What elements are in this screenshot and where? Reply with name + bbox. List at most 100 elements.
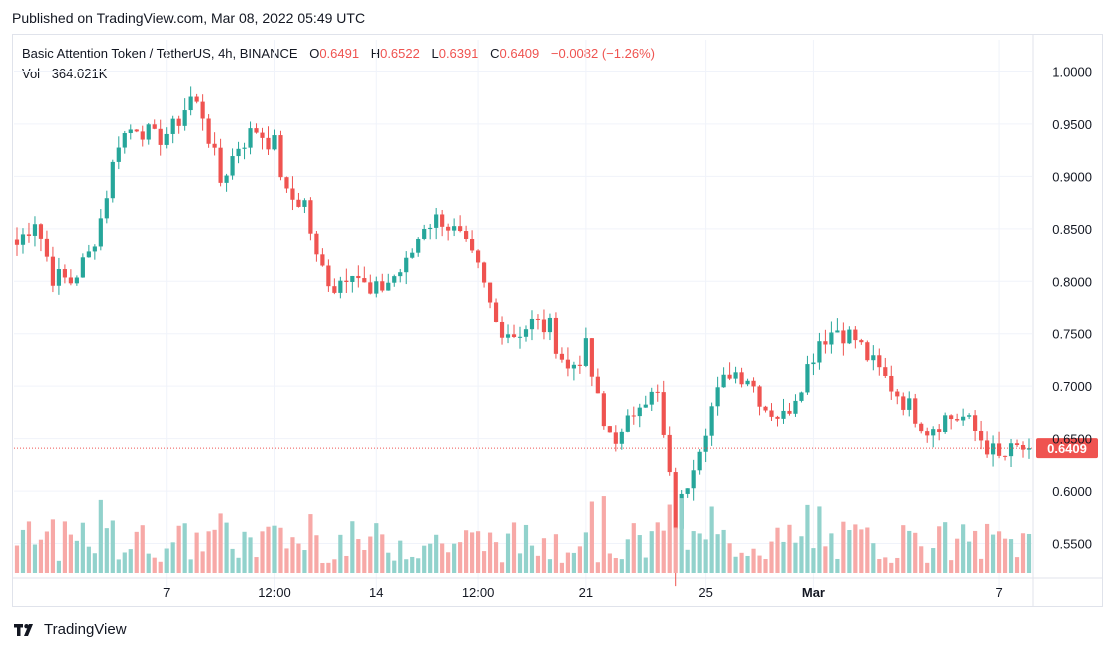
candle-body: [811, 362, 816, 365]
volume-bar: [464, 530, 469, 573]
volume-bar: [649, 531, 654, 573]
x-tick-label: 14: [369, 585, 383, 600]
volume-bar: [787, 524, 792, 573]
volume-bar: [889, 562, 894, 573]
candle-body: [595, 376, 600, 394]
candle-body: [919, 423, 924, 432]
candle-body: [74, 277, 79, 284]
volume-bar: [505, 533, 511, 573]
candle-body: [422, 229, 427, 239]
volume-bar: [308, 514, 313, 573]
volume-bar: [931, 548, 936, 573]
tradingview-brand[interactable]: TradingView: [14, 621, 127, 638]
volume-bar: [296, 543, 301, 573]
candle-body: [14, 239, 20, 245]
volume-bar: [625, 539, 630, 573]
volume-bar: [601, 496, 606, 573]
candle-body: [775, 416, 780, 419]
volume-bar: [218, 513, 223, 573]
volume-bar: [1002, 538, 1008, 573]
volume-bar: [565, 552, 571, 573]
volume-bar: [691, 531, 696, 573]
volume-bar: [745, 555, 750, 573]
candle-body: [458, 226, 463, 232]
volume-bar: [553, 534, 559, 573]
candle-body: [320, 254, 325, 266]
candle-body: [487, 282, 493, 303]
volume-bar: [877, 558, 882, 573]
candle-body: [446, 226, 451, 231]
volume-bar: [984, 523, 990, 573]
volume-bar: [422, 545, 427, 573]
candle-body: [607, 426, 612, 433]
candle-body: [110, 161, 115, 199]
candle-body: [128, 129, 133, 134]
volume-bar: [835, 558, 840, 573]
candle-body: [206, 118, 211, 144]
volume-label: Vol: [22, 66, 41, 81]
volume-bar: [757, 555, 762, 573]
candle-body: [739, 372, 744, 385]
volume-bar: [314, 535, 319, 573]
candle-body: [176, 118, 181, 126]
volume-bar: [386, 552, 391, 573]
y-tick-label: 1.0000: [1052, 64, 1092, 79]
volume-bar: [571, 552, 576, 573]
volume-bar: [32, 544, 38, 573]
volume-bar: [1026, 533, 1032, 573]
legend-open-value: 0.6491: [319, 46, 360, 61]
candle-body: [715, 387, 720, 407]
candle-body: [278, 135, 283, 178]
candle-body: [86, 251, 91, 258]
candle-body: [314, 233, 319, 255]
candle-body: [559, 353, 565, 360]
volume-bar: [230, 548, 235, 573]
candle-body: [805, 364, 810, 393]
legend-symbol: Basic Attention Token / TetherUS, 4h, BI…: [22, 46, 298, 61]
volume-bar: [715, 534, 720, 573]
candle-body: [44, 238, 50, 257]
volume-bar: [428, 543, 433, 573]
candle-body: [979, 430, 984, 441]
candle-body: [691, 470, 696, 489]
candle-body: [386, 282, 391, 291]
volume-bar: [134, 531, 139, 573]
legend-low-label: L: [431, 46, 439, 61]
candle-body: [625, 415, 630, 432]
volume-bar: [943, 522, 948, 573]
volume-bar: [104, 528, 109, 573]
candle-body: [547, 317, 553, 333]
x-tick-label: 21: [579, 585, 593, 600]
candle-body: [254, 128, 259, 133]
volume-bar: [290, 537, 295, 573]
y-tick-label: 0.8000: [1052, 274, 1092, 289]
candle-body: [452, 226, 457, 231]
volume-bar: [56, 560, 62, 573]
candle-body: [200, 101, 205, 119]
volume-bar: [122, 552, 127, 573]
candle-body: [218, 147, 223, 183]
candle-body: [613, 432, 618, 444]
candle-body: [380, 281, 385, 291]
volume-bar: [967, 541, 972, 573]
candle-body: [38, 224, 44, 239]
volume-bar: [266, 526, 271, 573]
candle-body: [104, 198, 109, 219]
candle-body: [973, 415, 978, 431]
candle-body: [601, 393, 606, 427]
candle-body: [362, 278, 367, 283]
legend-high-value: 0.6522: [380, 46, 420, 61]
volume-bar: [452, 543, 457, 573]
volume-bar: [655, 522, 660, 573]
chart-frame: [12, 34, 1103, 607]
candle-body: [493, 302, 499, 322]
candle-body: [865, 342, 870, 361]
volume-bar: [607, 553, 612, 573]
candle-body: [655, 391, 660, 393]
tradingview-logo-icon: [14, 623, 33, 636]
candle-body: [895, 391, 900, 397]
volume-bar: [86, 546, 91, 573]
candle-body: [871, 355, 876, 361]
volume-bar: [416, 558, 421, 573]
